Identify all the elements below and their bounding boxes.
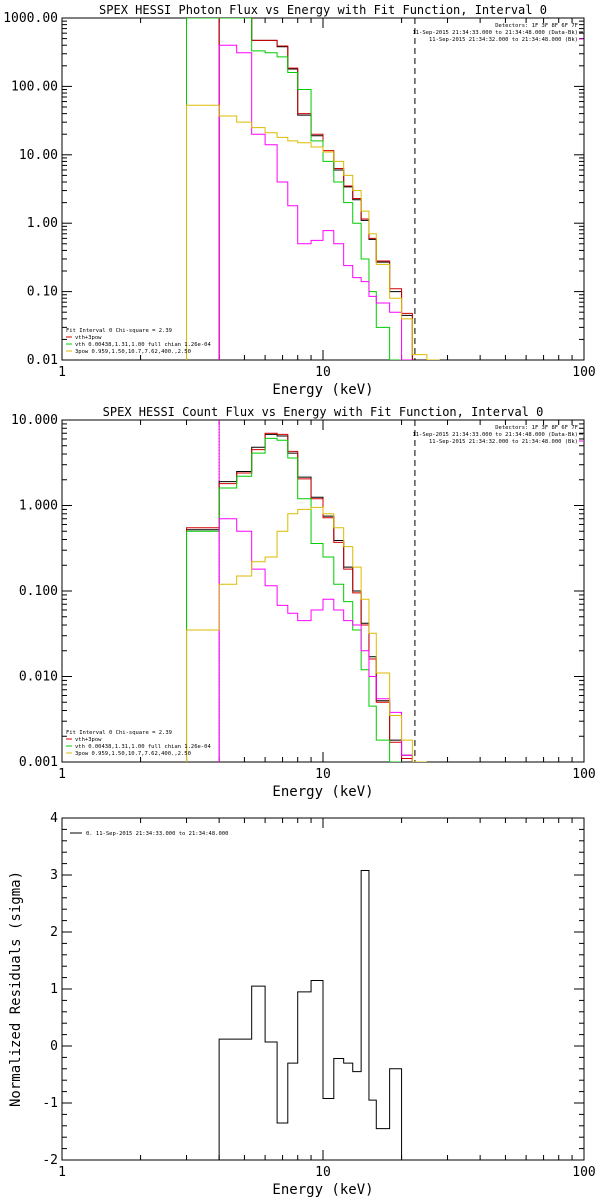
series-2-line: [186, 437, 402, 762]
y-tick-label: 0.10: [27, 285, 58, 300]
y-tick-label: -1: [42, 1096, 58, 1111]
y-tick-label: -2: [42, 1153, 58, 1168]
legend-entry-3: 3pow 0.959,1.50,10.7,7.62,400.,2.50: [75, 349, 191, 355]
chart-title: SPEX HESSI Photon Flux vs Energy with Fi…: [99, 3, 547, 17]
y-tick-label: 0.010: [19, 670, 58, 685]
series-1-line: [186, 432, 413, 762]
x-tick-label: 100: [572, 365, 595, 380]
header-line-2: 11-Sep-2015 21:34:32.000 to 21:34:48.000…: [429, 439, 578, 445]
x-axis-label: Energy (keV): [272, 382, 373, 398]
x-tick-label: 1: [58, 767, 66, 782]
y-tick-label: 0.100: [19, 584, 58, 599]
legend-entry-0: Fit Interval 0 Chi-square = 2.39: [66, 328, 172, 334]
plot-frame: [61, 17, 585, 361]
y-tick-label: 1000.00: [3, 11, 58, 26]
series-4-line: [186, 104, 440, 360]
series-3-line: [218, 44, 413, 360]
legend-entry-0: 0. 11-Sep-2015 21:34:33.000 to 21:34:48.…: [86, 831, 228, 837]
legend-entry-2: vth 0.00438,1.31,1.00 full chian 1.26e-0…: [75, 744, 211, 750]
header-line-1: 11-Sep-2015 21:34:33.000 to 21:34:48.000…: [412, 432, 578, 438]
y-tick-label: 10.000: [11, 413, 58, 428]
header-line-2: 11-Sep-2015 21:34:32.000 to 21:34:48.000…: [429, 37, 578, 43]
series-0-line: [218, 18, 413, 360]
x-tick-label: 1: [58, 365, 66, 380]
series-4-line: [186, 506, 427, 762]
series-1-line: [218, 18, 413, 360]
x-tick-label: 1: [58, 1165, 66, 1180]
chart-panel-2: 1 10 100 -2 -1 0 1 2 3 4 Energy (keV) Normalized Re…: [8, 811, 596, 1198]
y-tick-label: 1.00: [27, 216, 58, 231]
legend-entry-2: vth 0.00438,1.31,1.00 full chian 1.26e-0…: [75, 342, 211, 348]
x-tick-label: 10: [315, 1165, 331, 1180]
y-tick-label: 0: [50, 1039, 58, 1054]
x-tick-label: 100: [572, 767, 595, 782]
series-0-line: [218, 869, 413, 1160]
header-line-0: Detectors: 1F 3F 8F 6F 7F: [495, 23, 578, 29]
chart-panel-1: SPEX HESSI Count Flux vs Energy with Fit…: [11, 405, 596, 800]
chart-title: SPEX HESSI Count Flux vs Energy with Fit…: [103, 405, 544, 419]
legend-entry-1: vth+3pow: [75, 335, 102, 341]
y-tick-label: 10.00: [19, 148, 58, 163]
x-axis-label: Energy (keV): [272, 1182, 373, 1198]
y-tick-label: 100.00: [11, 79, 58, 94]
y-axis-label: Normalized Residuals (sigma): [8, 871, 24, 1107]
y-tick-label: 3: [50, 868, 58, 883]
x-tick-label: 10: [315, 767, 331, 782]
x-axis-label: Energy (keV): [272, 784, 373, 800]
y-tick-label: 0.01: [27, 353, 58, 368]
y-tick-label: 2: [50, 925, 58, 940]
legend-entry-3: 3pow 0.959,1.50,10.7,7.62,400.,2.50: [75, 751, 191, 757]
x-tick-label: 100: [572, 1165, 595, 1180]
legend-entry-0: Fit Interval 0 Chi-square = 2.39: [66, 730, 172, 736]
y-tick-label: 1.000: [19, 499, 58, 514]
header-line-1: 11-Sep-2015 21:34:33.000 to 21:34:48.000…: [412, 30, 578, 36]
series-3-line: [218, 518, 413, 762]
legend-entry-1: vth+3pow: [75, 737, 102, 743]
series-2-line: [186, 18, 402, 360]
header-line-0: Detectors: 1F 3F 8F 6F 7F: [495, 425, 578, 431]
y-tick-label: 0.001: [19, 755, 58, 770]
chart-panel-0: SPEX HESSI Photon Flux vs Energy with Fi…: [3, 3, 596, 398]
plot-frame: [61, 419, 585, 763]
y-tick-label: 1: [50, 982, 58, 997]
y-tick-label: 4: [50, 811, 58, 826]
x-tick-label: 10: [315, 365, 331, 380]
